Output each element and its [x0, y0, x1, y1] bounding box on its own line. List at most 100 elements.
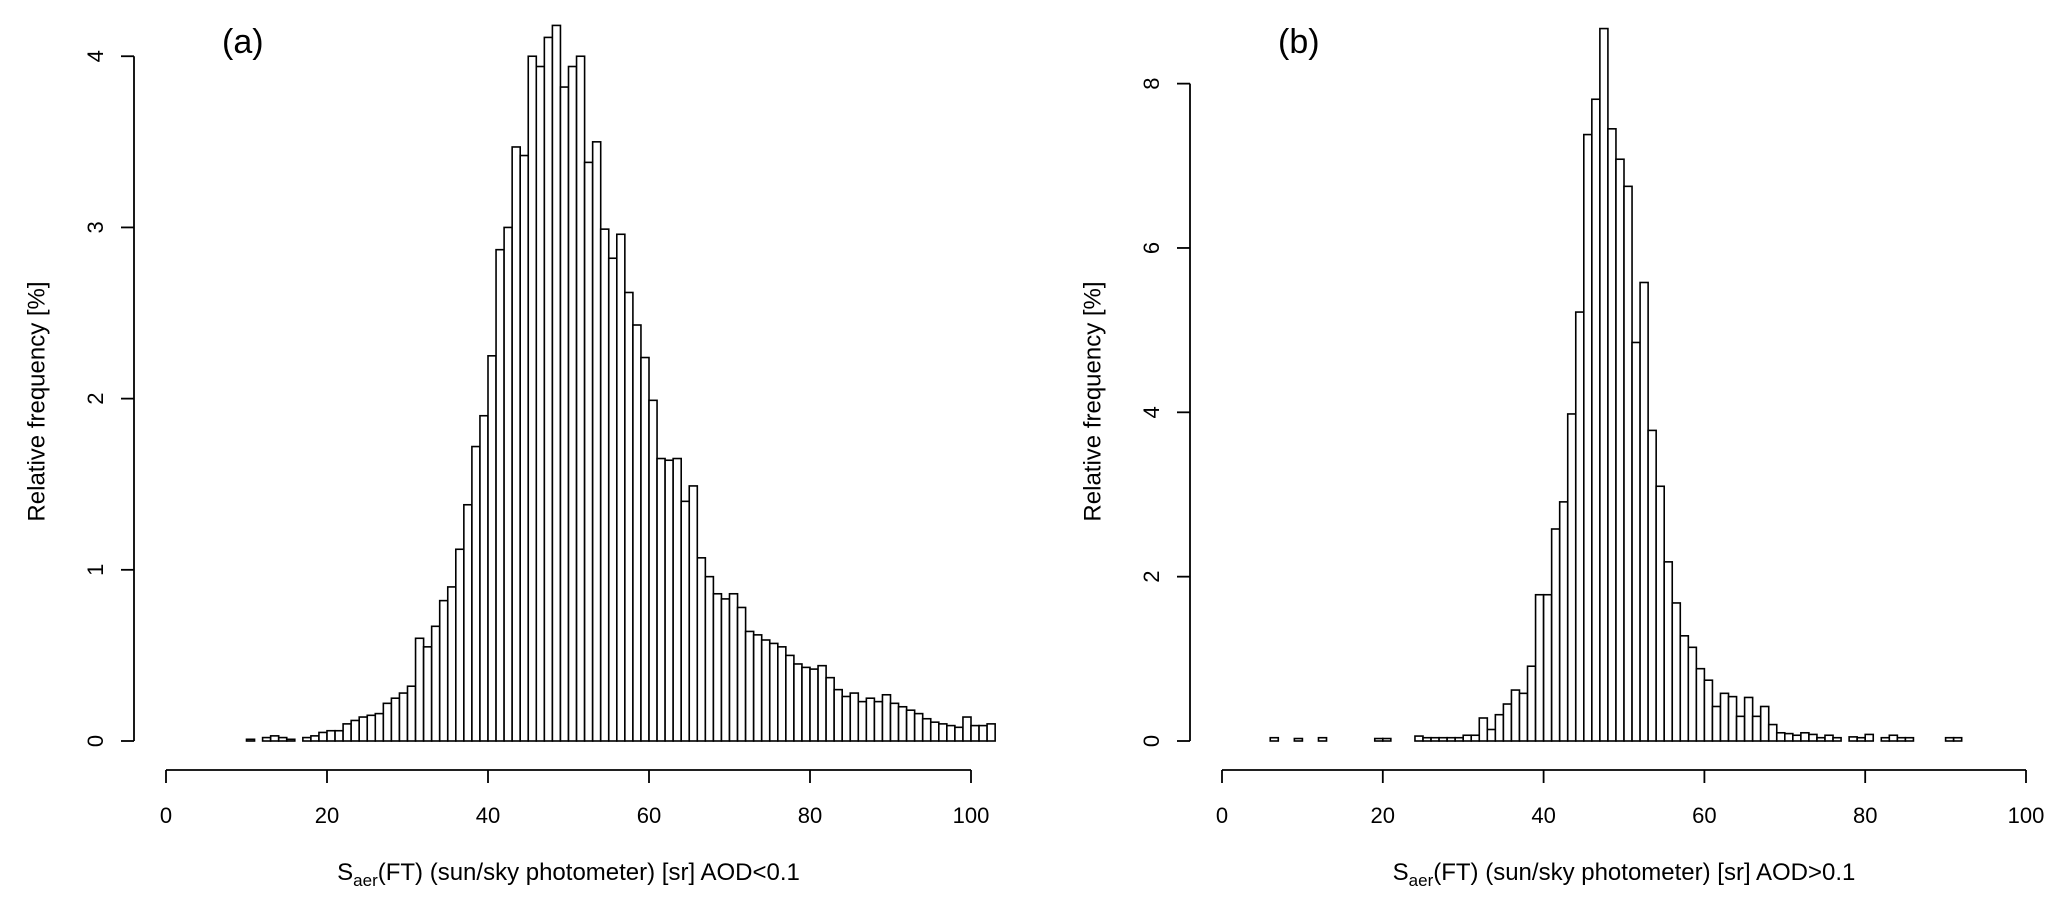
histogram-bar: [1373, 737, 1384, 742]
histogram-bar: [1422, 736, 1432, 742]
histogram-bar: [720, 598, 731, 742]
histogram-bar: [1711, 705, 1722, 742]
histogram-bar: [318, 731, 328, 742]
histogram-bar: [865, 697, 876, 742]
histogram-bar: [430, 625, 441, 742]
histogram-bar: [817, 664, 827, 742]
histogram-bar: [591, 141, 602, 742]
histogram-bar: [1743, 696, 1754, 742]
panel-label: (b): [1278, 23, 1320, 61]
histogram-bar: [1623, 185, 1633, 742]
histogram-bar: [929, 721, 940, 742]
histogram-bar: [1502, 703, 1513, 742]
histogram-bar: [1542, 593, 1553, 742]
y-axis-label: Relative frequency [%]: [1079, 281, 1106, 521]
histogram-bar: [696, 557, 707, 742]
histogram-bar: [1655, 485, 1666, 742]
histogram-bar: [1293, 737, 1304, 742]
histogram-bar: [390, 697, 401, 742]
histogram-bar: [962, 716, 972, 742]
histogram-bar: [937, 723, 948, 742]
histogram-bar: [1510, 689, 1521, 742]
panel-a: 0 20 40 60 80 100 0 1 2 3 4 Relative frequency [%] S…: [23, 23, 996, 890]
histogram-bar: [559, 86, 570, 742]
histogram-bar: [640, 356, 650, 742]
histogram-bar: [833, 688, 844, 742]
histogram-bar: [406, 685, 417, 742]
histogram-bar: [1864, 733, 1875, 742]
histogram-bar: [825, 676, 835, 742]
histogram-bar: [1679, 635, 1690, 742]
histogram-bar: [1824, 734, 1834, 742]
histogram-bar: [422, 646, 433, 742]
histogram-bar: [1816, 736, 1826, 742]
histogram-bar: [1414, 735, 1424, 742]
histogram-bar: [479, 414, 489, 742]
histogram-bar: [1703, 679, 1714, 742]
x-tick-label: 20: [315, 803, 339, 828]
y-axis: 0 2 4 6 8: [1139, 78, 1191, 747]
histogram-bar: [1695, 667, 1706, 742]
histogram-bar: [1944, 736, 1955, 742]
histogram-bar: [583, 161, 594, 742]
histogram-bar: [1904, 736, 1915, 742]
histogram-bar: [1599, 27, 1609, 742]
histogram-bar: [310, 735, 320, 742]
x-tick-label: 80: [1853, 803, 1877, 828]
histogram-bar: [366, 714, 377, 742]
histogram-bar: [760, 639, 771, 742]
x-tick-label: 80: [798, 803, 822, 828]
histogram-bar: [503, 226, 513, 742]
histogram-bar: [680, 500, 691, 742]
histogram-bar: [873, 700, 884, 742]
histogram-bar: [495, 248, 505, 742]
histogram-bar: [1486, 728, 1497, 742]
x-tick-label: 20: [1371, 803, 1395, 828]
y-tick-label: 4: [83, 50, 108, 62]
histogram-bar: [277, 736, 288, 742]
histogram-bar: [648, 399, 658, 742]
histogram-bar: [1856, 736, 1867, 742]
x-tick-label: 0: [160, 803, 172, 828]
histogram-bar: [801, 666, 811, 742]
histogram-bar: [358, 716, 369, 742]
histogram-bar: [511, 146, 522, 742]
histogram-bar: [1848, 736, 1858, 742]
histogram-bar: [712, 592, 723, 742]
x-axis: 0 20 40 60 80 100: [160, 769, 990, 828]
y-tick-label: 2: [1139, 571, 1164, 583]
histogram-bar: [672, 457, 683, 742]
histogram-bar: [1583, 133, 1593, 742]
histogram-bar: [1896, 736, 1907, 742]
histogram-bar: [849, 692, 860, 742]
histogram-bar: [487, 355, 497, 742]
histogram-bar: [1446, 736, 1456, 742]
histogram-bar: [656, 457, 666, 742]
x-tick-label: 100: [953, 803, 990, 828]
histogram-bar: [1438, 736, 1448, 742]
histogram-bar: [1454, 736, 1465, 742]
panel-b: 0 20 40 60 80 100 0 2 4 6 8 Relative frequency [%] S…: [1079, 23, 2044, 890]
panel-label: (a): [222, 23, 264, 61]
histogram-bar: [302, 736, 312, 742]
histogram-bar: [1574, 311, 1585, 742]
histogram-bars: [1269, 27, 1963, 742]
histogram-bar: [688, 485, 699, 742]
histogram-bar: [1518, 692, 1529, 742]
histogram-bar: [841, 695, 852, 742]
histogram-bar: [1470, 734, 1481, 742]
histogram-bar: [567, 65, 578, 742]
histogram-bar: [1382, 737, 1392, 742]
histogram-bar: [326, 729, 336, 742]
histogram-bar: [752, 634, 763, 742]
histogram-bar: [245, 738, 256, 742]
histogram-bar: [624, 291, 634, 742]
histogram-bar: [1719, 692, 1730, 742]
histogram-bar: [285, 738, 296, 742]
histogram-bar: [527, 55, 538, 742]
histogram-bar: [1550, 528, 1561, 742]
y-tick-label: 2: [83, 392, 108, 404]
histogram-bar: [897, 705, 908, 742]
histogram-bar: [334, 729, 344, 742]
histogram-bar: [1784, 732, 1794, 742]
